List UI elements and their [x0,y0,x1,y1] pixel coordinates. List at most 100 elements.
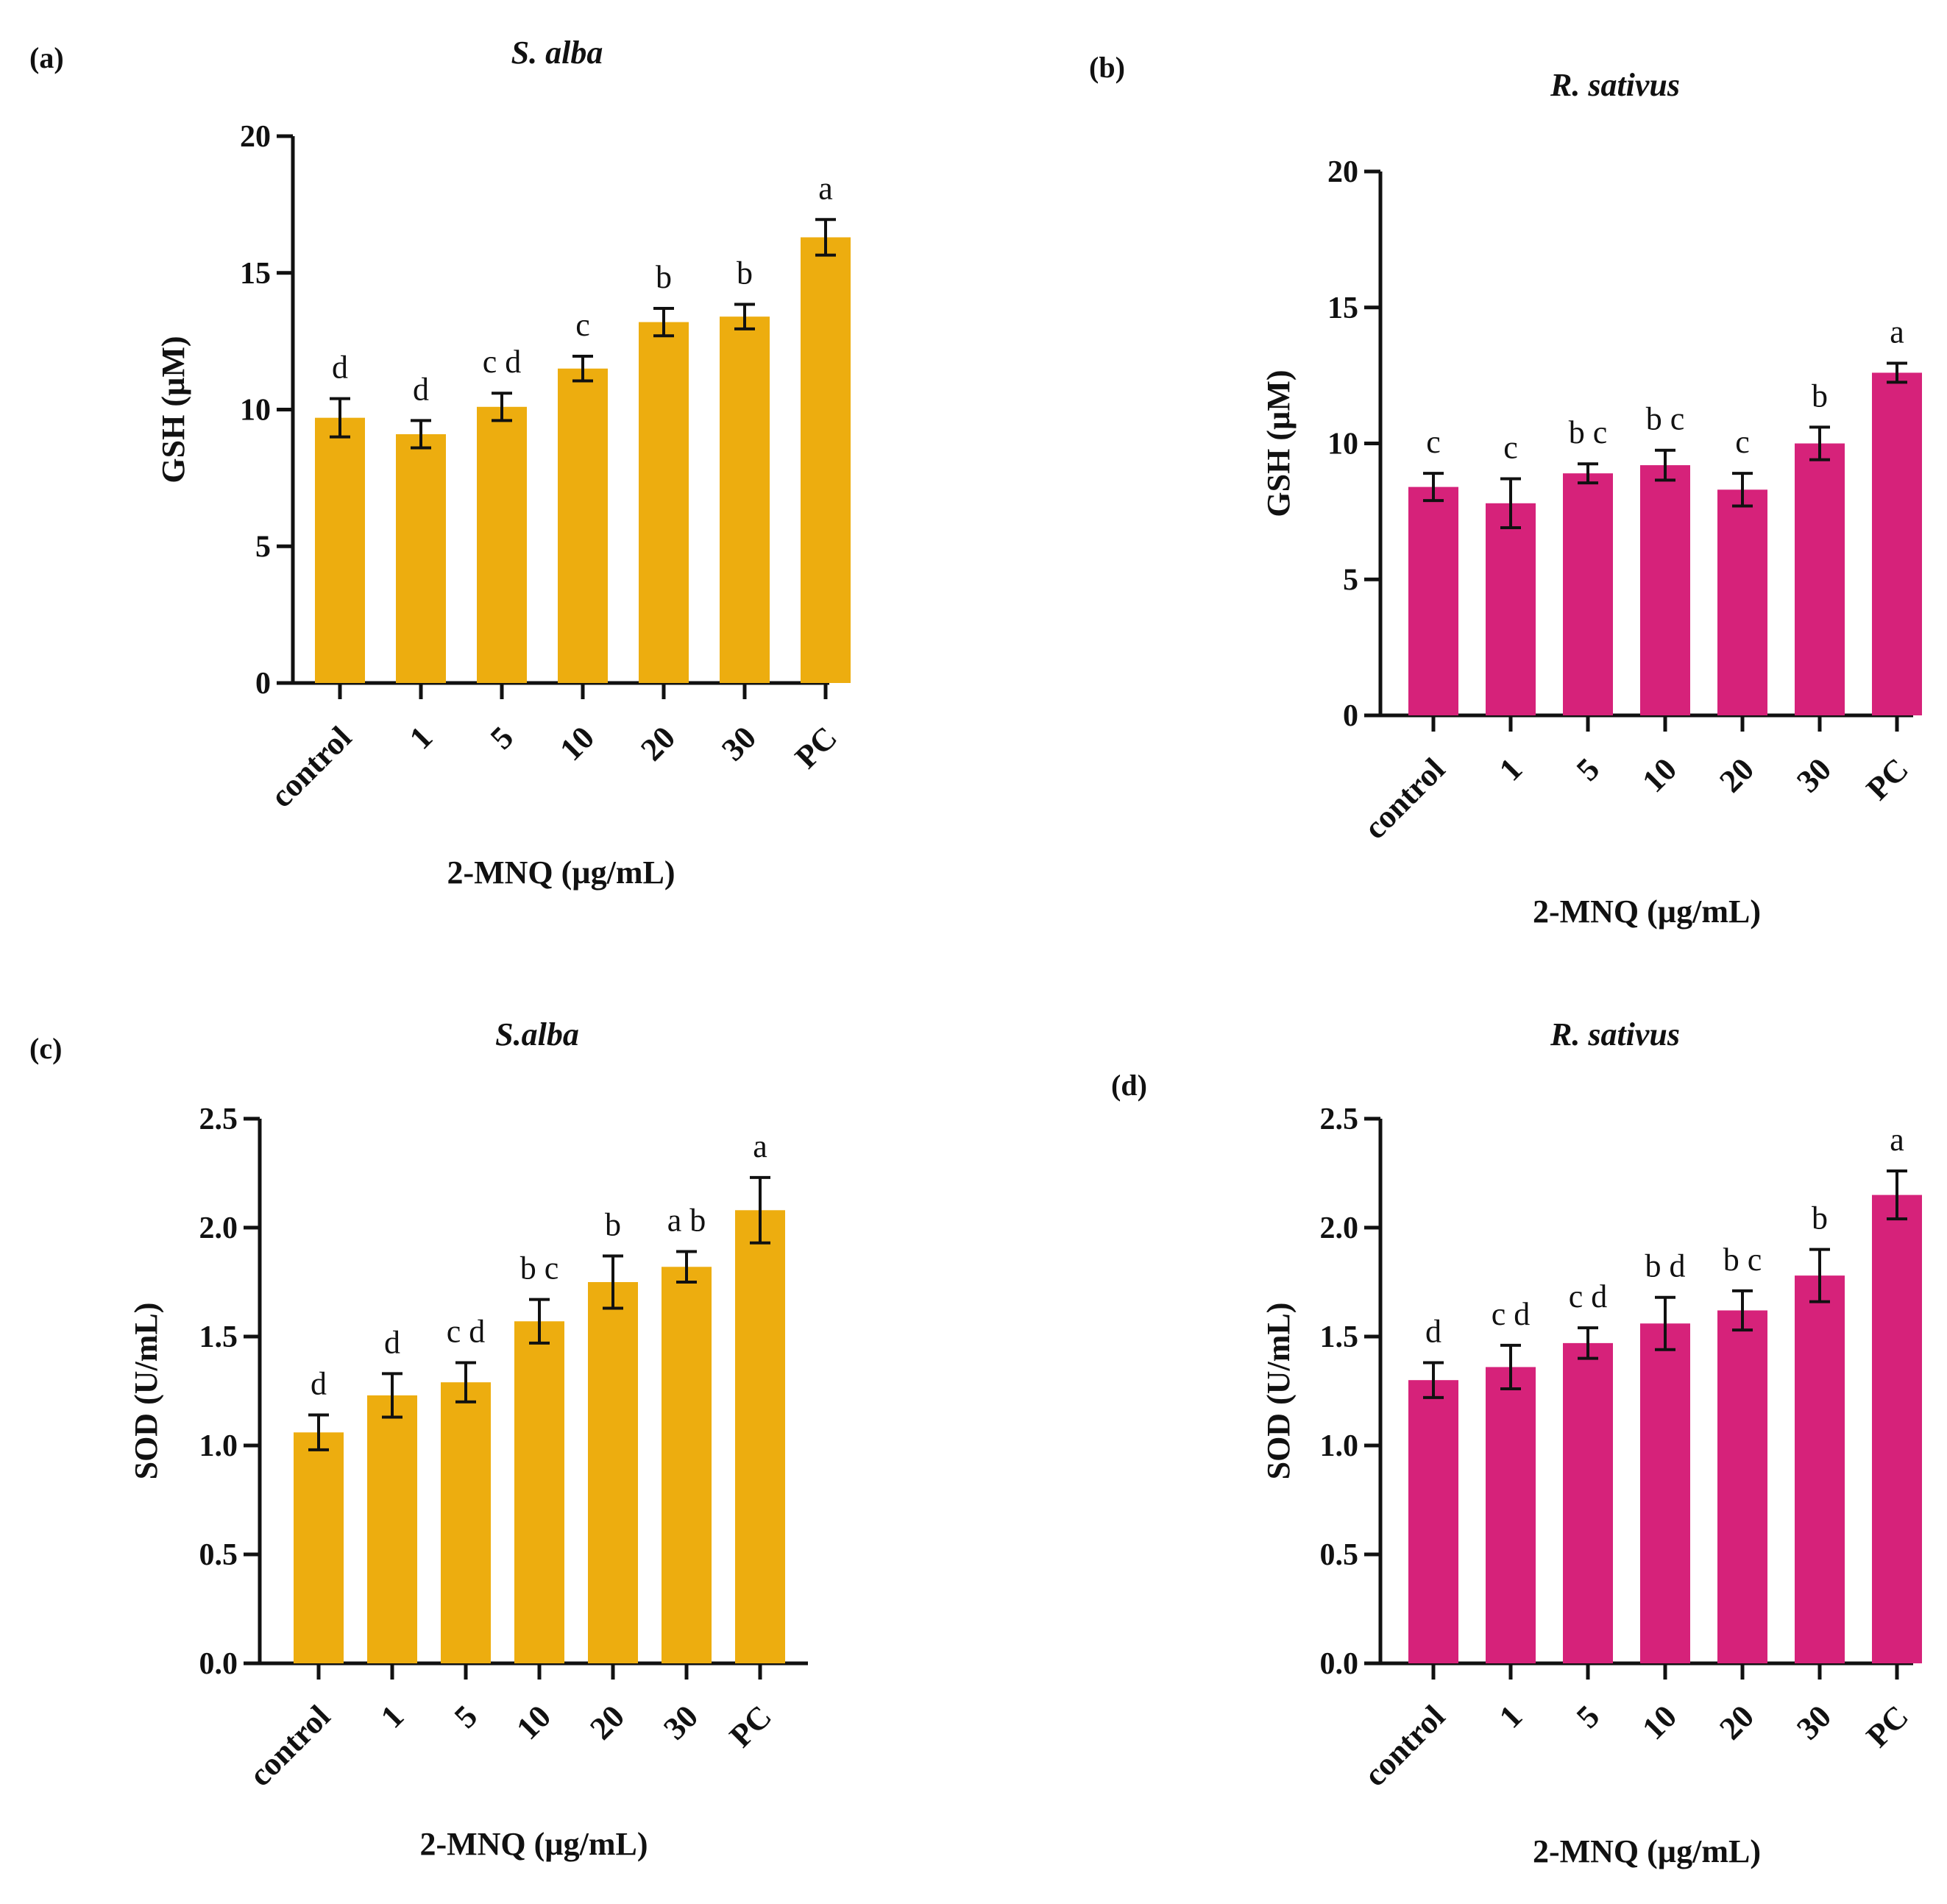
y-tick-label: 1.5 [199,1320,238,1354]
x-tick-label: 30 [1790,751,1838,799]
x-tick-label: 30 [714,719,763,768]
x-axis-title: 2-MNQ (µg/mL) [1533,893,1761,930]
y-tick-label: 10 [1327,428,1358,461]
bar [367,1395,417,1663]
x-tick-label: 10 [509,1698,558,1746]
bar [1408,486,1458,715]
bar [801,237,851,684]
significance-label: a [753,1128,767,1164]
y-axis-title: SOD (U/mL) [128,1303,164,1480]
y-tick-label: 0.0 [199,1647,238,1681]
bar [1872,1195,1922,1663]
x-tick-label: control [1357,751,1452,846]
x-tick-label: 5 [483,719,520,756]
x-tick-label: 20 [583,1698,631,1746]
y-tick-label: 0.5 [199,1538,238,1572]
bar [1408,1380,1458,1663]
bar [1563,473,1613,715]
bar [720,316,770,683]
y-tick-label: 0 [255,667,271,701]
significance-label: b c [1569,414,1608,450]
significance-label: c [1735,424,1750,460]
significance-label: a [818,170,833,206]
bar [1486,503,1536,715]
x-tick-label: PC [788,719,844,775]
x-tick-label: 10 [553,719,601,768]
x-tick-label: PC [1859,751,1915,807]
y-tick-label: 1.0 [1320,1429,1359,1463]
chart-title: R. sativus [1550,1016,1680,1052]
y-tick-label: 15 [1327,291,1358,325]
y-tick-label: 2.5 [199,1103,238,1136]
x-tick-label: 1 [1492,1698,1529,1735]
x-tick-label: 30 [656,1698,705,1746]
bar [662,1267,712,1663]
x-axis-title: 2-MNQ (µg/mL) [447,854,675,891]
significance-label: d [311,1366,327,1402]
significance-label: c d [1492,1296,1531,1332]
panel-label: (a) [29,41,64,74]
chart-title: S.alba [495,1016,579,1052]
bar [1486,1367,1536,1663]
significance-label: b [1812,378,1828,414]
x-tick-label: 20 [634,719,682,768]
significance-label: d [1425,1314,1441,1350]
y-tick-label: 20 [240,120,271,154]
bar [735,1210,785,1663]
bar [477,406,527,683]
chart-title: S. alba [511,35,603,71]
bar [1563,1342,1613,1663]
chart-title: R. sativus [1550,67,1680,103]
x-axis-title: 2-MNQ (µg/mL) [419,1826,648,1862]
x-tick-label: 5 [447,1698,484,1735]
x-tick-label: 5 [1570,1698,1606,1735]
y-tick-label: 0.0 [1320,1647,1359,1681]
x-axis-title: 2-MNQ (µg/mL) [1533,1833,1761,1869]
significance-label: b c [520,1250,559,1287]
bar [1872,372,1922,715]
significance-label: a [1890,1122,1904,1158]
panel-label: (d) [1111,1069,1147,1102]
y-axis-title: SOD (U/mL) [1260,1303,1297,1480]
bar [1717,489,1767,715]
significance-label: d [384,1324,400,1360]
y-tick-label: 5 [1343,563,1358,597]
y-axis-title: GSH (µM) [155,336,191,483]
significance-label: b c [1646,401,1685,437]
bar [514,1321,564,1663]
chart-panel-d: (d) R. sativus 0.0 0.5 1.0 1.5 2.0 2.5 SOD (U/mL… [1111,1016,1922,1869]
significance-label: d [413,371,429,407]
significance-label: b c [1723,1242,1762,1278]
y-tick-label: 15 [240,257,271,291]
y-tick-label: 2.5 [1320,1103,1359,1136]
y-tick-label: 20 [1327,155,1358,189]
y-axis-title: GSH (µM) [1260,369,1297,517]
x-tick-label: 10 [1635,1698,1684,1746]
significance-label: a b [667,1203,706,1239]
chart-panel-a: (a) S. alba 0 5 10 15 20 GSH (µM) d control d 1 c d 5… [29,35,851,891]
bar [1640,1323,1690,1663]
significance-label: c [575,307,590,343]
bar [441,1382,491,1663]
bar [1795,443,1845,715]
y-tick-label: 1.0 [199,1429,238,1463]
bar [558,368,608,683]
y-tick-label: 1.5 [1320,1320,1359,1354]
significance-label: c d [447,1314,486,1350]
significance-label: d [332,350,348,386]
x-tick-label: 5 [1570,751,1606,788]
x-tick-label: 30 [1790,1698,1838,1746]
bar [396,433,446,683]
y-tick-label: 5 [255,530,271,564]
significance-label: b [605,1206,621,1242]
y-tick-label: 10 [240,394,271,428]
bar [639,322,689,683]
significance-label: c [1426,424,1441,460]
y-tick-label: 0 [1343,699,1358,733]
chart-panel-c: (c) S.alba 0.0 0.5 1.0 1.5 2.0 2.5 SOD (U/mL) d co… [29,1016,808,1862]
bar [588,1282,638,1663]
bar [1795,1275,1845,1663]
significance-label: c [1503,430,1518,466]
bar [294,1432,344,1663]
